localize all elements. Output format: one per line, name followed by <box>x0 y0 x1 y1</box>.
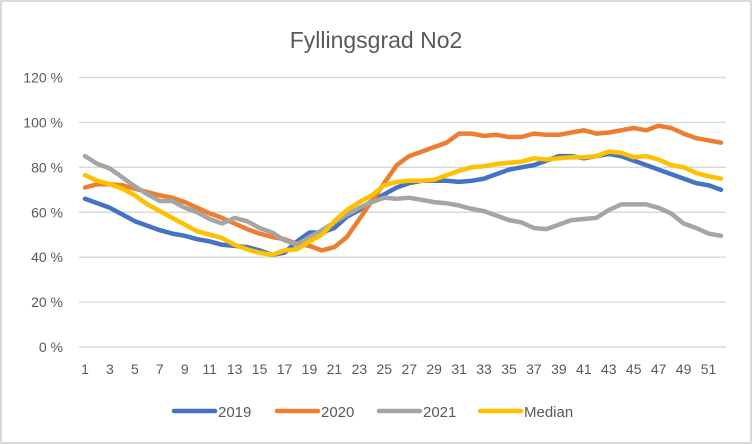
y-tick-label: 40 % <box>31 249 63 265</box>
x-tick-label: 35 <box>501 361 517 377</box>
gridlines <box>79 76 726 348</box>
x-tick-label: 23 <box>352 361 368 377</box>
legend-item-2021: 2021 <box>376 404 456 421</box>
x-tick-label: 43 <box>601 361 617 377</box>
x-tick-label: 37 <box>526 361 542 377</box>
y-tick-label: 20 % <box>31 294 63 310</box>
y-axis-ticks: 0 % 20 % 40 % 60 % 80 % 100 % 120 % <box>23 70 63 356</box>
x-tick-label: 11 <box>202 361 217 377</box>
x-tick-label: 25 <box>377 361 393 377</box>
legend-label: 2021 <box>423 404 456 421</box>
y-tick-label: 80 % <box>31 159 63 175</box>
x-tick-label: 51 <box>701 361 717 377</box>
x-tick-label: 7 <box>156 361 164 377</box>
series-lines <box>82 123 724 258</box>
x-tick-label: 3 <box>106 361 114 377</box>
series-line-2021 <box>82 153 724 248</box>
legend-label: 2019 <box>218 404 251 421</box>
x-tick-label: 21 <box>327 361 343 377</box>
x-axis-ticks: 1 3 5 7 9 11 13 15 17 19 21 23 25 27 29 31 33 35 37 39 41 43 4… <box>81 361 716 377</box>
y-tick-label: 0 % <box>39 339 63 355</box>
legend-item-2020: 2020 <box>274 404 354 421</box>
series-line-2019 <box>82 151 724 258</box>
y-tick-label: 120 % <box>23 70 63 86</box>
x-tick-label: 45 <box>626 361 642 377</box>
legend-item-median: Median <box>477 404 573 421</box>
series-line-2020 <box>82 123 724 253</box>
legend-item-2019: 2019 <box>171 404 251 421</box>
x-tick-label: 47 <box>651 361 667 377</box>
x-tick-label: 15 <box>252 361 268 377</box>
x-tick-label: 39 <box>551 361 567 377</box>
x-tick-label: 5 <box>131 361 139 377</box>
x-tick-label: 27 <box>401 361 417 377</box>
y-tick-label: 100 % <box>23 114 63 130</box>
x-tick-label: 49 <box>676 361 692 377</box>
x-tick-label: 33 <box>476 361 492 377</box>
x-tick-label: 41 <box>576 361 592 377</box>
chart-title: Fyllingsgrad No2 <box>290 27 463 53</box>
legend-label: 2020 <box>321 404 354 421</box>
x-tick-label: 1 <box>81 361 89 377</box>
legend-label: Median <box>524 404 573 421</box>
series-line-median <box>82 149 724 258</box>
x-tick-label: 9 <box>181 361 189 377</box>
x-tick-label: 13 <box>227 361 243 377</box>
x-tick-label: 31 <box>451 361 467 377</box>
y-tick-label: 60 % <box>31 204 63 220</box>
x-tick-label: 19 <box>302 361 318 377</box>
legend: 2019 2020 2021 Median <box>171 404 573 421</box>
x-tick-label: 17 <box>277 361 293 377</box>
x-tick-label: 29 <box>426 361 442 377</box>
